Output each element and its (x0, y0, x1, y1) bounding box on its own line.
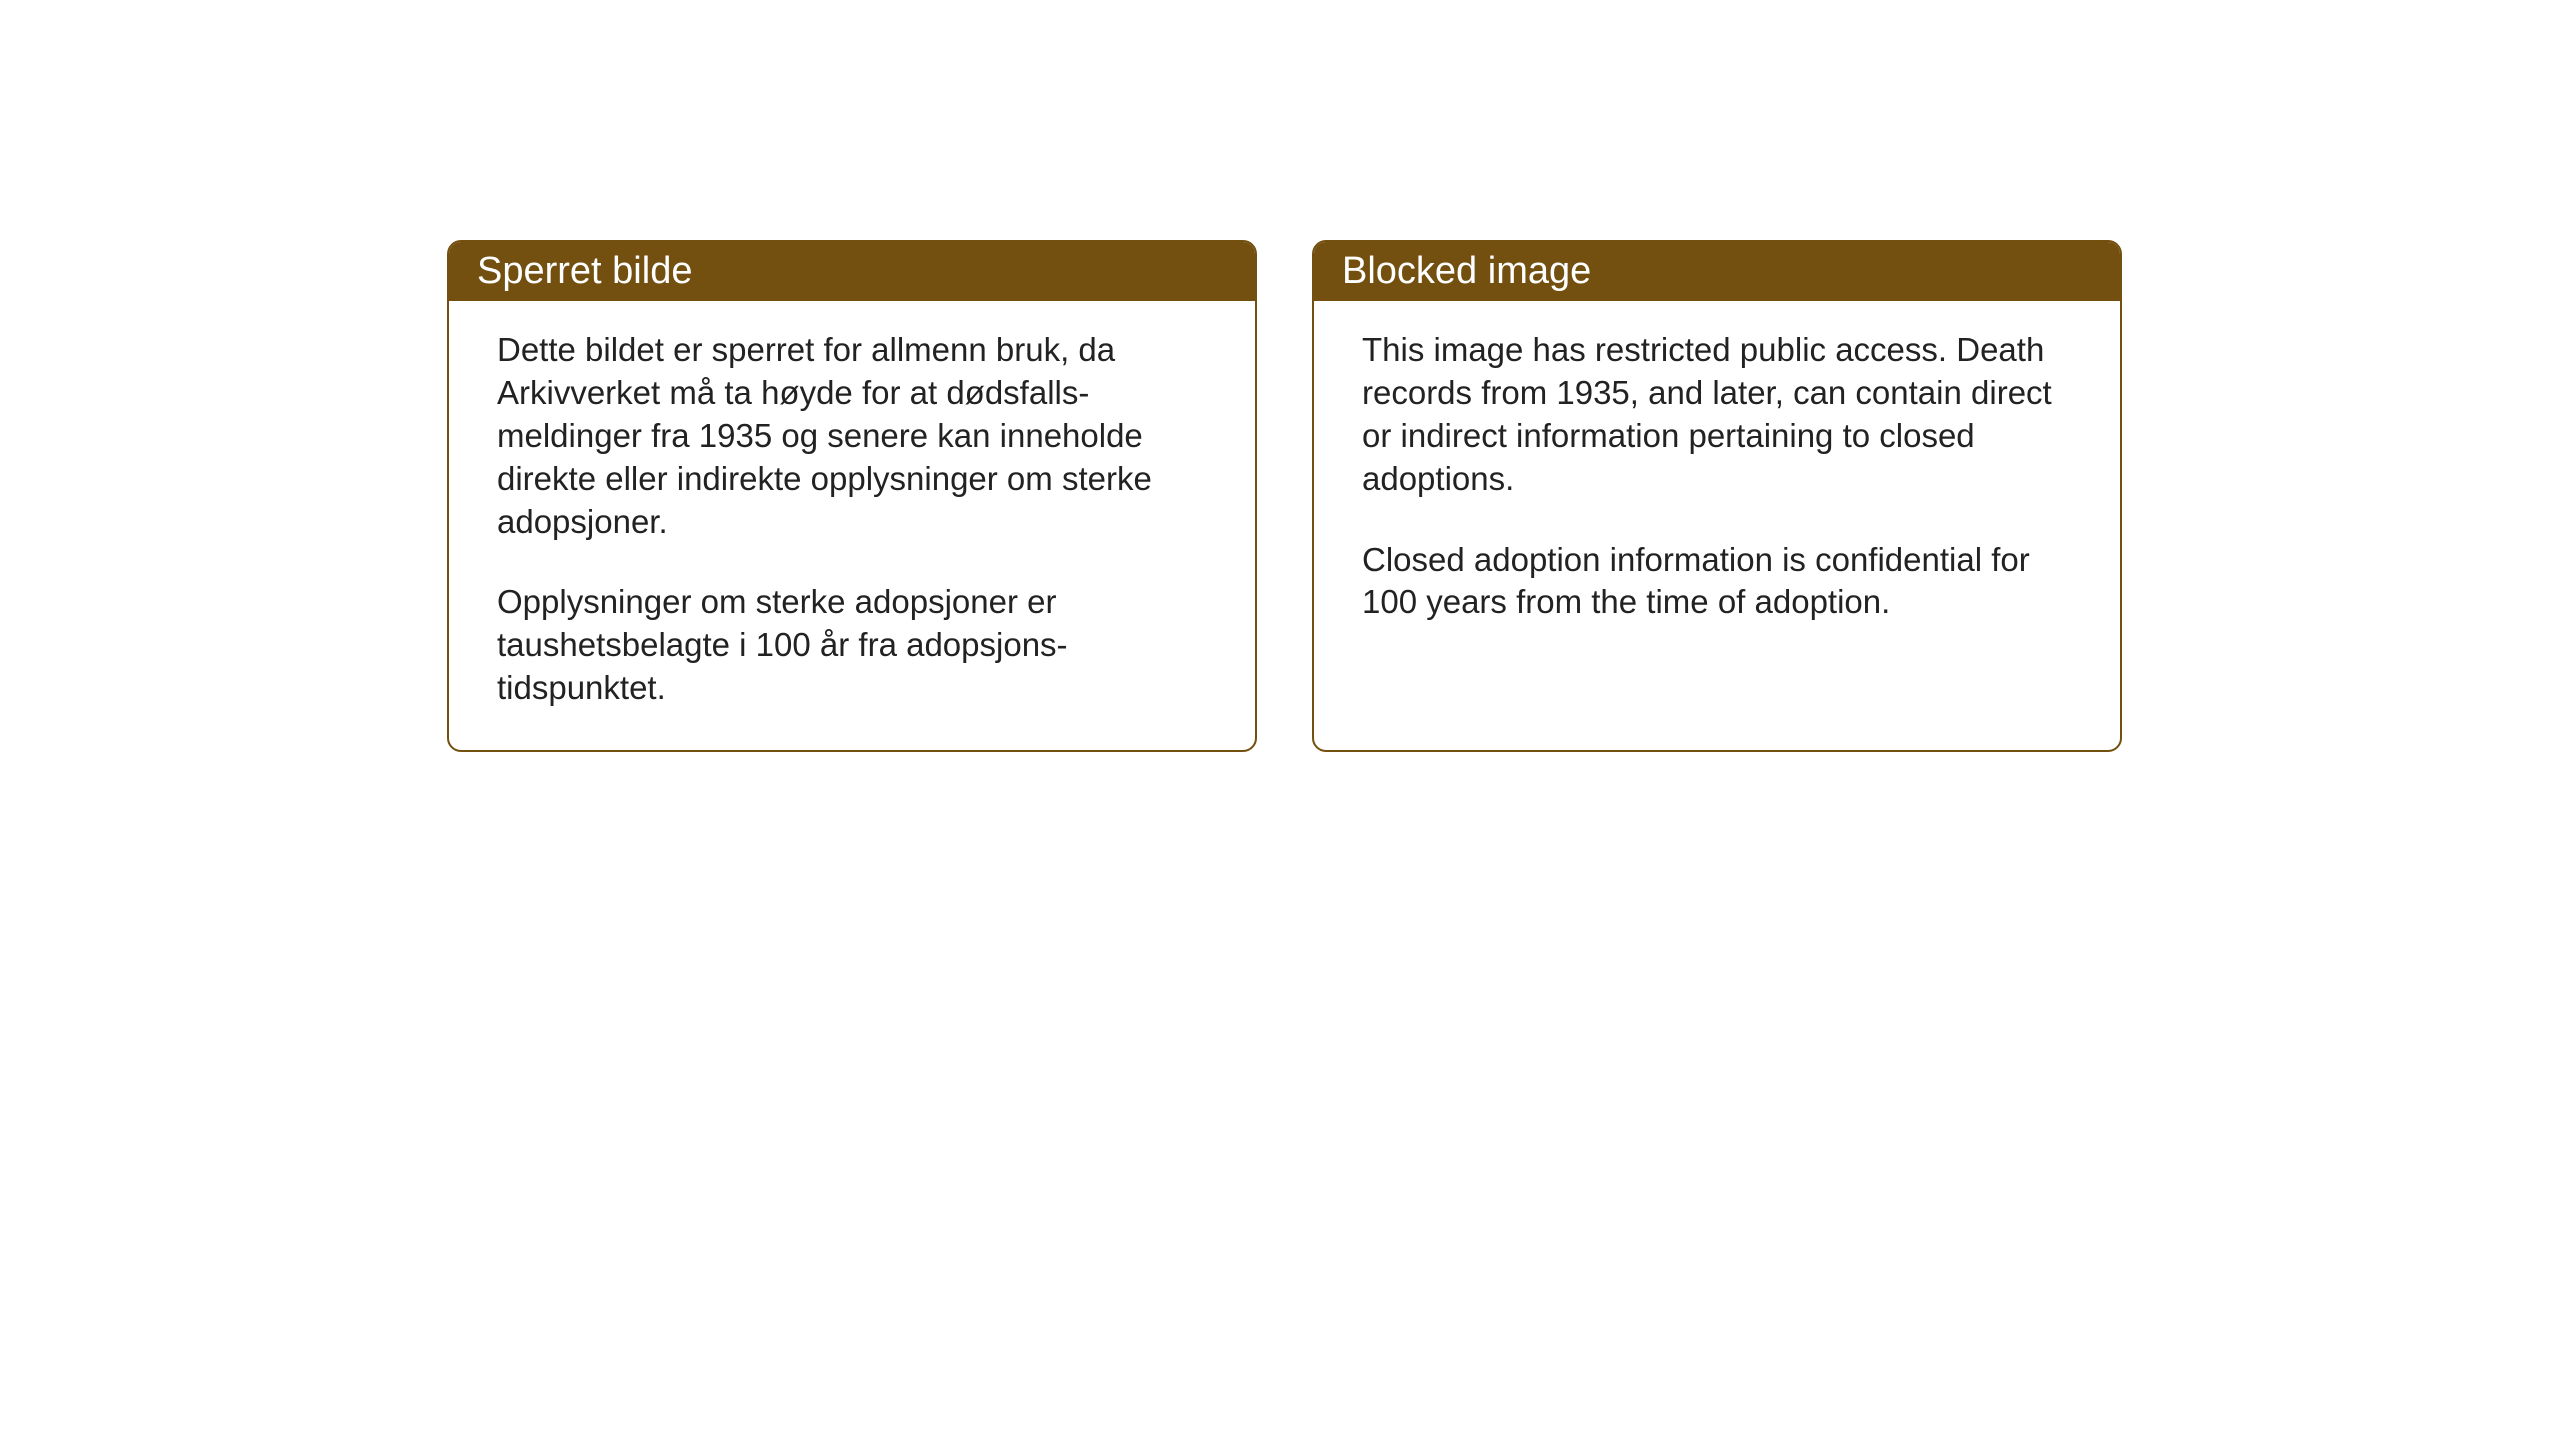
card-header-norwegian: Sperret bilde (449, 242, 1255, 301)
card-paragraph-2: Closed adoption information is confident… (1362, 539, 2072, 625)
card-title: Blocked image (1342, 250, 1591, 292)
cards-container: Sperret bilde Dette bildet er sperret fo… (447, 240, 2560, 752)
card-body-english: This image has restricted public access.… (1314, 301, 2120, 664)
card-title: Sperret bilde (477, 250, 692, 292)
card-body-norwegian: Dette bildet er sperret for allmenn bruk… (449, 301, 1255, 750)
blocked-image-card-english: Blocked image This image has restricted … (1312, 240, 2122, 752)
card-paragraph-1: This image has restricted public access.… (1362, 329, 2072, 501)
card-header-english: Blocked image (1314, 242, 2120, 301)
card-paragraph-2: Opplysninger om sterke adopsjoner er tau… (497, 581, 1207, 710)
card-paragraph-1: Dette bildet er sperret for allmenn bruk… (497, 329, 1207, 543)
blocked-image-card-norwegian: Sperret bilde Dette bildet er sperret fo… (447, 240, 1257, 752)
